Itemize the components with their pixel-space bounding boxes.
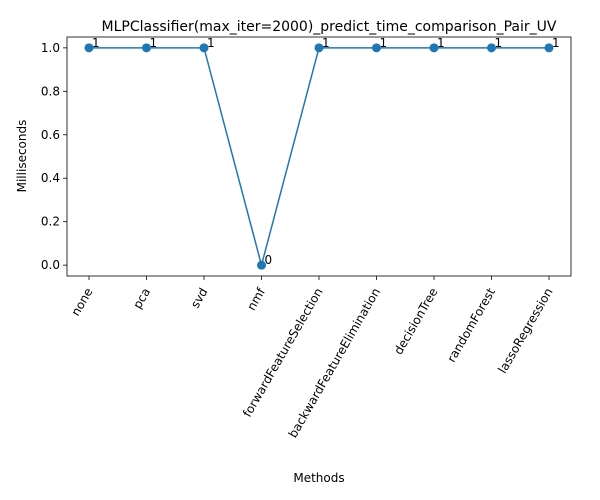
x-tick-label: svd <box>188 286 211 311</box>
data-point <box>544 43 554 53</box>
data-point <box>257 260 266 270</box>
data-point <box>429 43 439 53</box>
chart-title: MLPClassifier(max_iter=2000)_predict_tim… <box>102 19 557 35</box>
data-label: 1 <box>322 36 330 50</box>
data-point <box>199 43 209 53</box>
x-tick-label: pca <box>130 286 153 312</box>
x-tick-label: decisionTree <box>391 286 440 357</box>
data-point <box>84 43 94 53</box>
x-axis-label: Methods <box>293 471 344 485</box>
data-label: 1 <box>552 36 560 50</box>
x-tick-label: randomForest <box>444 285 498 364</box>
x-tick-label: nmf <box>244 285 268 313</box>
plot-frame <box>66 36 572 277</box>
y-tick-label: 0.6 <box>41 128 60 142</box>
data-point <box>372 43 381 53</box>
data-point <box>314 43 324 53</box>
y-tick-label: 0.0 <box>41 258 60 272</box>
x-tick-label: lassoRegression <box>495 286 555 376</box>
data-label: 0 <box>265 253 273 267</box>
data-label: 1 <box>495 36 503 50</box>
data-label: 1 <box>92 36 100 50</box>
data-label: 1 <box>437 36 445 50</box>
series-line <box>89 47 549 269</box>
y-tick-label: 0.2 <box>41 215 60 229</box>
x-tick-label: none <box>69 286 96 319</box>
data-point <box>487 43 496 53</box>
data-label: 1 <box>207 36 215 50</box>
y-tick-label: 0.4 <box>41 171 60 185</box>
data-label: 1 <box>150 36 158 50</box>
y-tick-label: 0.8 <box>41 84 60 98</box>
data-label: 1 <box>380 36 388 50</box>
y-tick-label: 1.0 <box>41 41 60 55</box>
y-axis-label: Milliseconds <box>15 120 29 193</box>
data-point <box>142 43 151 53</box>
